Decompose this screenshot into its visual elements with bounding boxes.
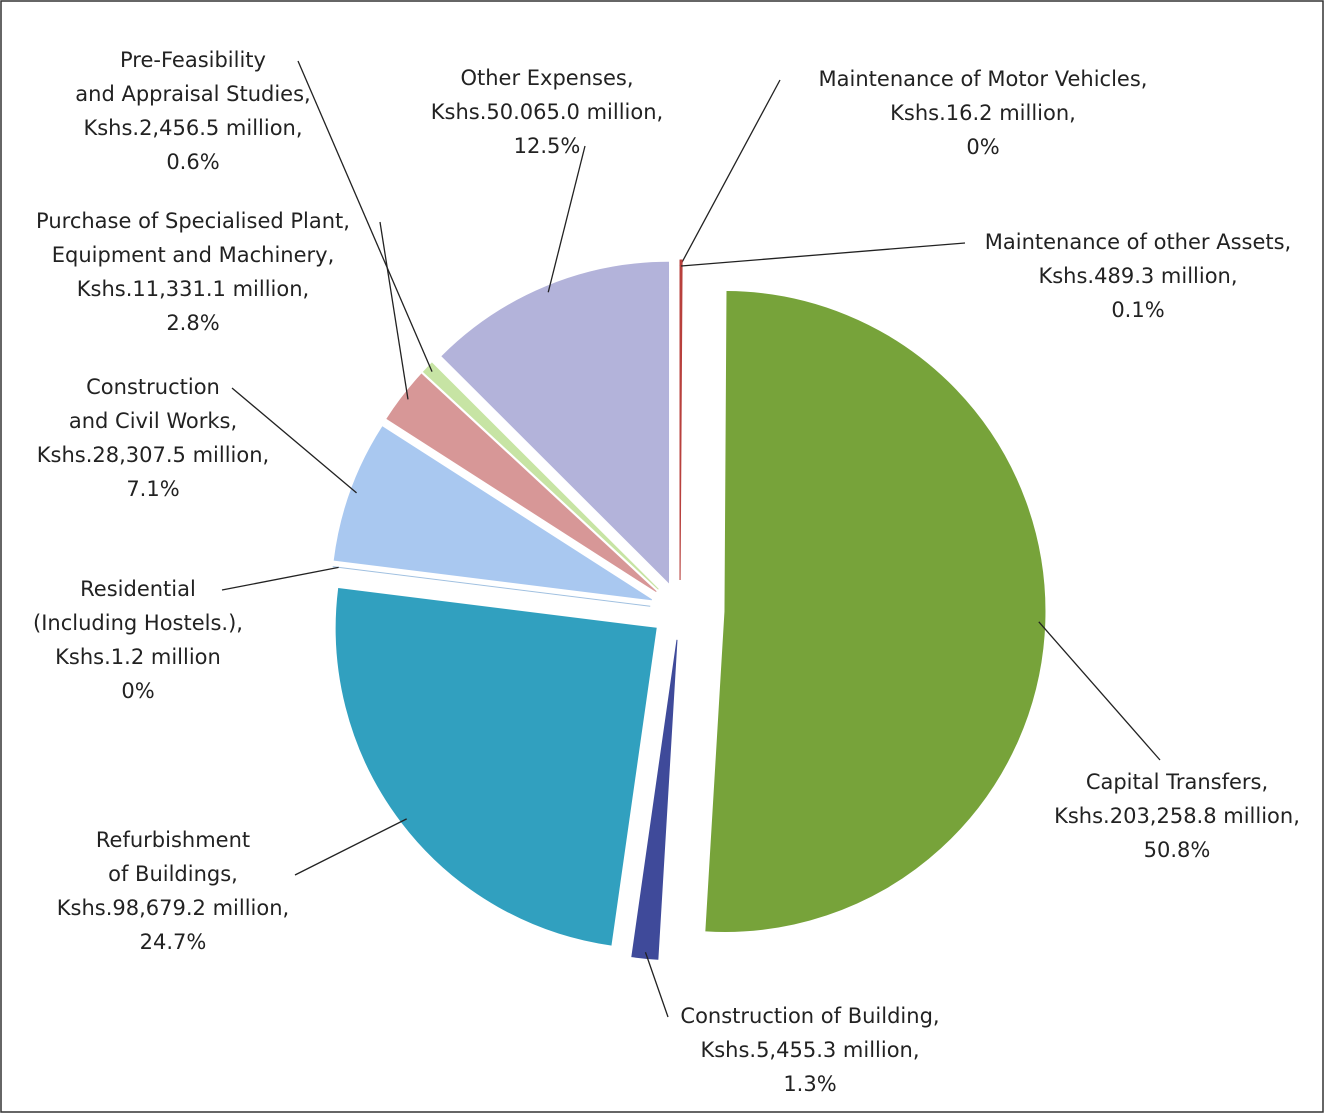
value-label: 0.6% <box>166 150 219 174</box>
value-label: 12.5% <box>514 134 581 158</box>
slice-label: (Including Hostels.), <box>33 611 243 635</box>
pie-slice <box>332 566 651 607</box>
slice-label: Capital Transfers, <box>1086 770 1268 794</box>
amount-label: Kshs.489.3 million, <box>1038 264 1237 288</box>
leader-line <box>231 387 357 494</box>
amount-label: Kshs.1.2 million <box>55 645 221 669</box>
slice-label: Equipment and Machinery, <box>52 243 335 267</box>
amount-label: Kshs.5,455.3 million, <box>700 1038 919 1062</box>
slice-label: Construction of Building, <box>680 1004 939 1028</box>
leader-line <box>297 60 433 372</box>
value-label: 24.7% <box>140 930 207 954</box>
slice-label: Maintenance of Motor Vehicles, <box>819 67 1148 91</box>
slice-label: Refurbishment <box>96 828 250 852</box>
pie-slice <box>386 373 657 593</box>
amount-label: Kshs.50.065.0 million, <box>431 100 663 124</box>
amount-label: Kshs.98,679.2 million, <box>57 896 289 920</box>
slice-label: Construction <box>86 375 220 399</box>
pie-slice <box>679 259 683 581</box>
slice-label: Residential <box>80 577 196 601</box>
amount-label: Kshs.16.2 million, <box>890 101 1076 125</box>
value-label: 0% <box>121 679 154 703</box>
amount-label: Kshs.28,307.5 million, <box>37 443 269 467</box>
amount-label: Kshs.203,258.8 million, <box>1054 804 1300 828</box>
slice-label: Pre-Feasibility <box>120 48 266 72</box>
leader-line <box>294 818 407 876</box>
leader-line <box>644 952 669 1018</box>
value-label: 7.1% <box>126 477 179 501</box>
amount-label: Kshs.2,456.5 million, <box>83 116 302 140</box>
slice-label: of Buildings, <box>108 862 238 886</box>
pie-slice <box>705 290 1046 932</box>
slice-label: Other Expenses, <box>460 66 633 90</box>
pie-slice <box>335 588 657 946</box>
leader-line <box>1038 621 1161 761</box>
amount-label: Kshs.11,331.1 million, <box>77 277 309 301</box>
leader-line <box>379 221 409 400</box>
slice-label: Maintenance of other Assets, <box>985 230 1291 254</box>
leader-line <box>681 242 966 267</box>
pie-slice <box>333 426 653 601</box>
slice-label: and Civil Works, <box>69 409 237 433</box>
value-label: 0% <box>966 135 999 159</box>
value-label: 0.1% <box>1111 298 1164 322</box>
leader-line <box>679 79 781 267</box>
slice-label: Purchase of Specialised Plant, <box>36 209 350 233</box>
pie-slice <box>631 639 678 960</box>
leader-line <box>547 145 586 293</box>
value-label: 50.8% <box>1144 838 1211 862</box>
pie-slice <box>422 362 659 590</box>
slice-label: and Appraisal Studies, <box>75 82 310 106</box>
value-label: 1.3% <box>783 1072 836 1096</box>
leader-line <box>221 566 339 591</box>
pie-slice <box>441 261 670 584</box>
value-label: 2.8% <box>166 311 219 335</box>
